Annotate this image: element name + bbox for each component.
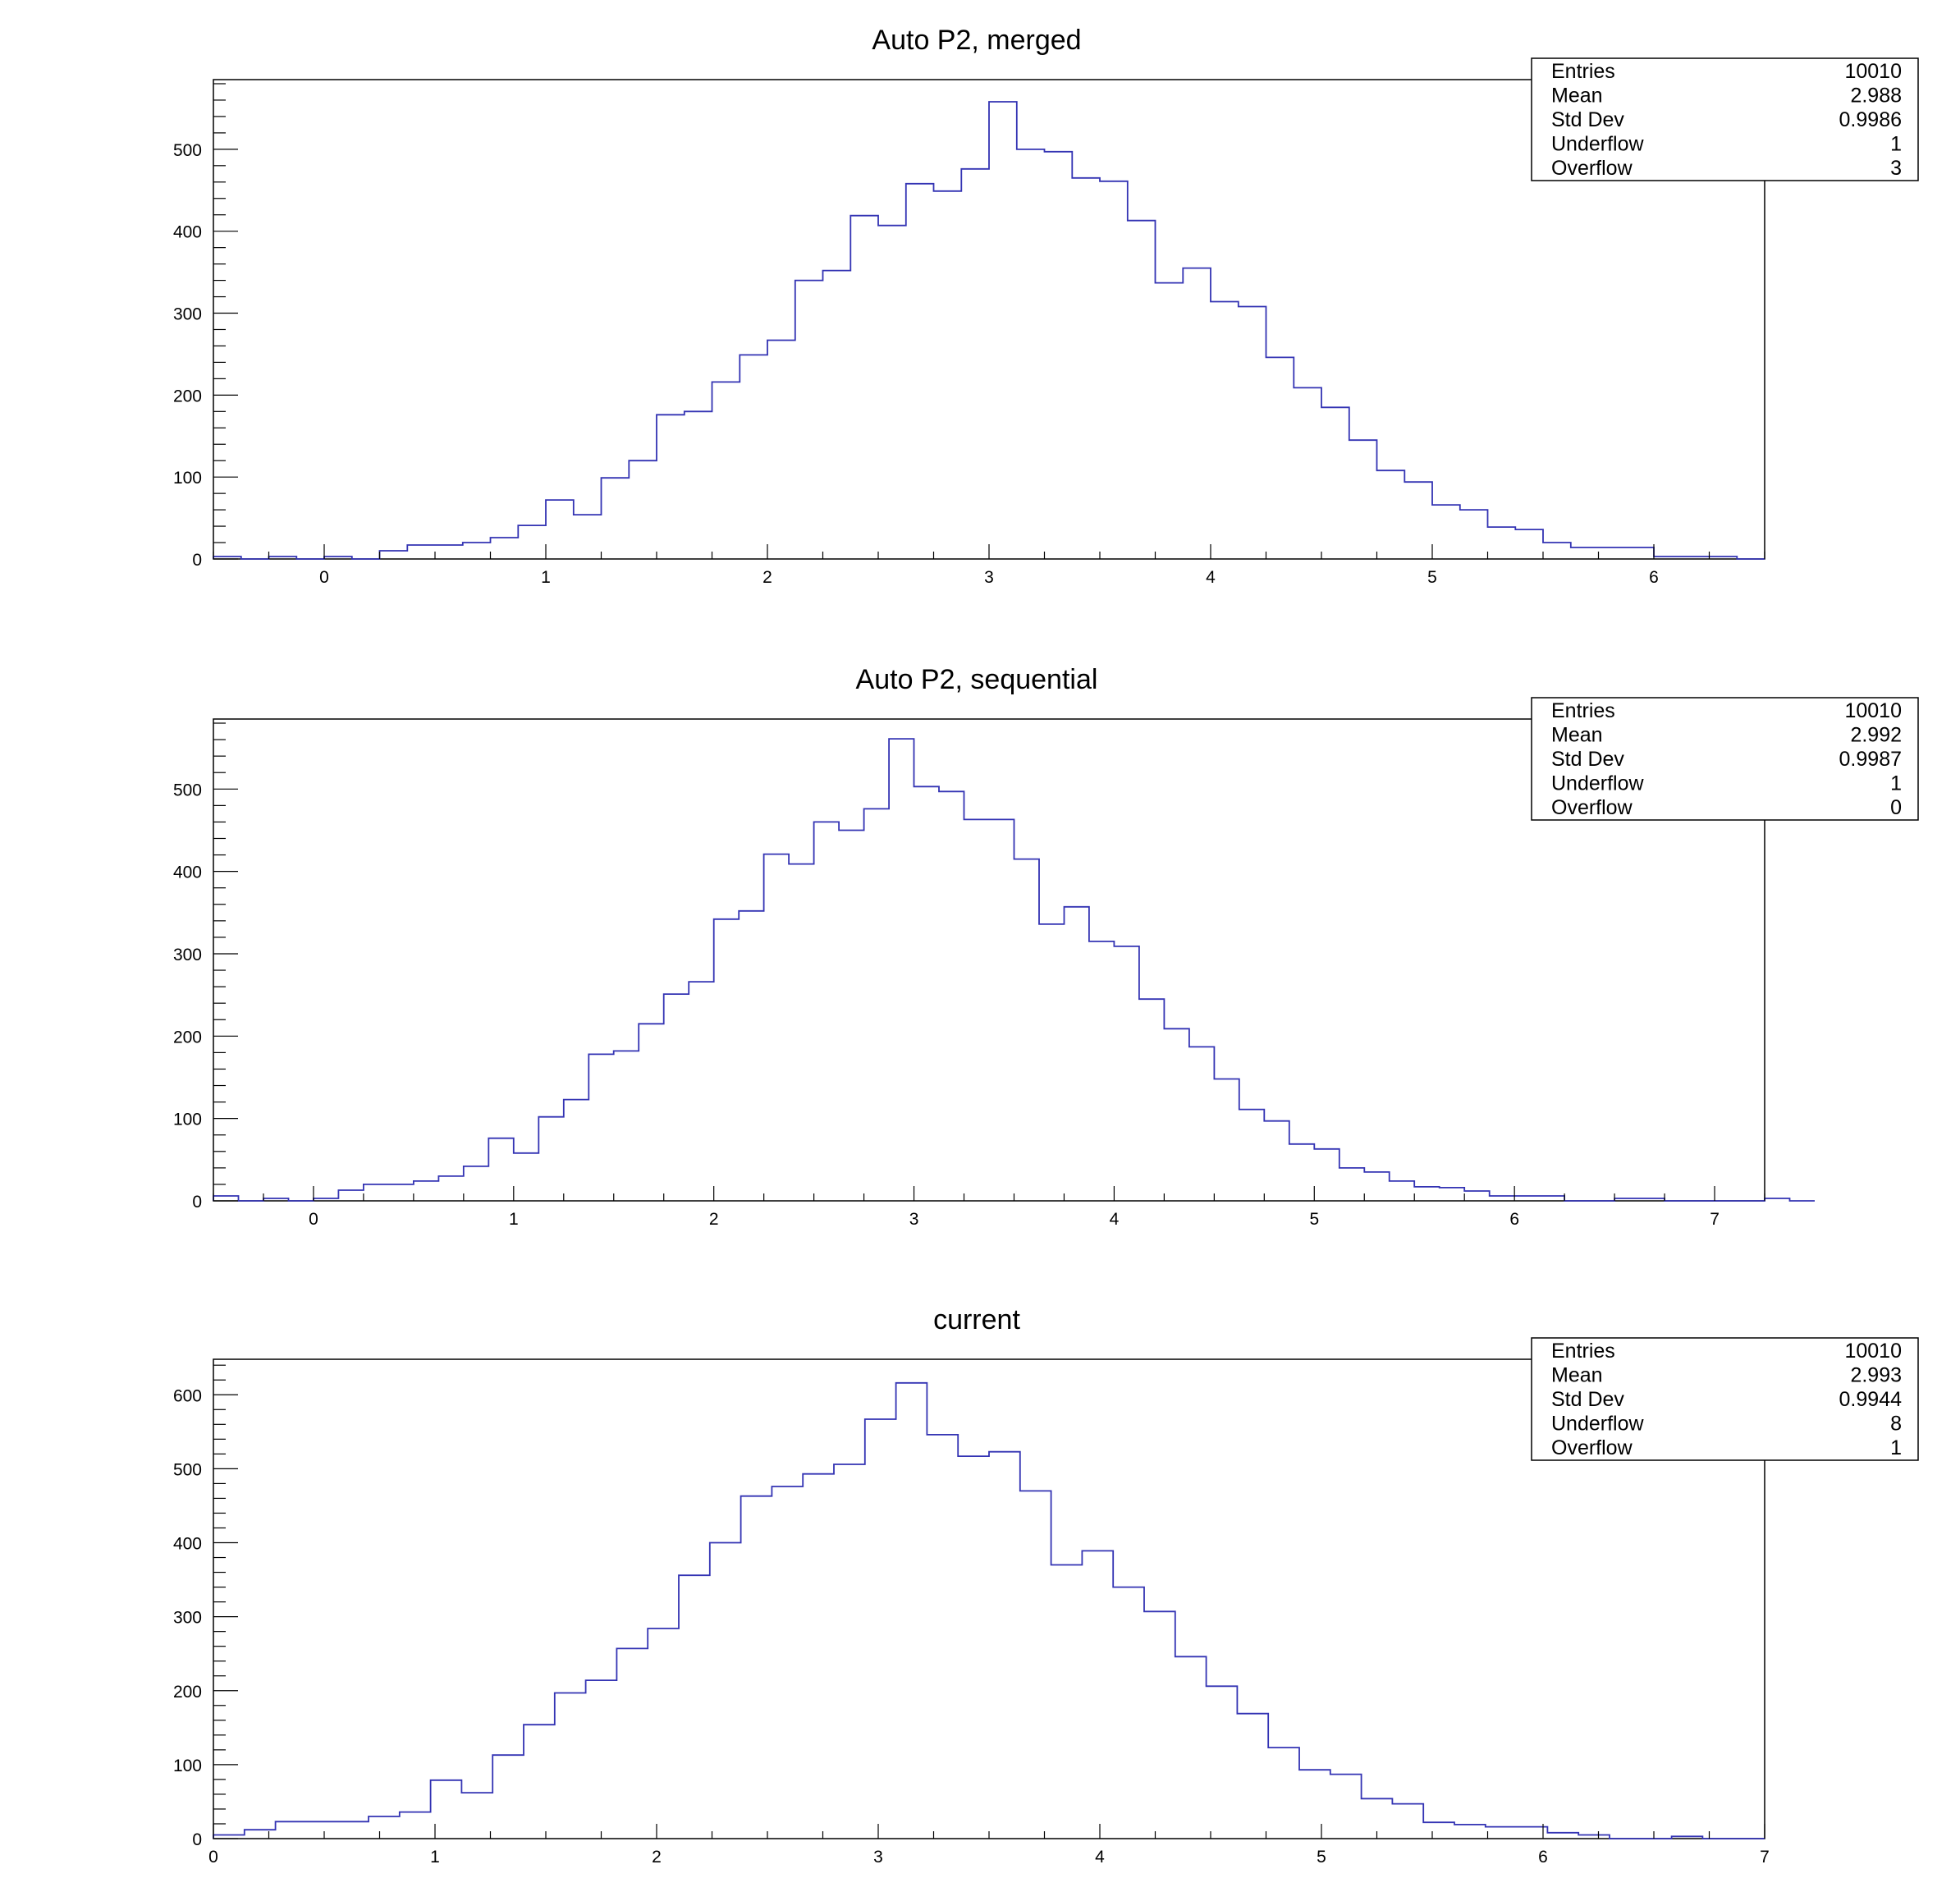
stats-value: 10010 bbox=[1844, 699, 1902, 722]
stats-label: Overflow bbox=[1551, 1436, 1633, 1459]
y-tick-label: 100 bbox=[173, 1111, 202, 1129]
stats-box: Entries 10010 Mean 2.992 Std Dev 0.9987 Underf… bbox=[1531, 697, 1919, 821]
stats-value: 8 bbox=[1890, 1413, 1902, 1436]
x-tick-label: 1 bbox=[430, 1848, 440, 1867]
chart-title: Auto P2, sequential bbox=[856, 664, 1098, 695]
y-tick-label: 0 bbox=[192, 1193, 202, 1212]
stats-value: 2.988 bbox=[1850, 85, 1902, 108]
y-tick-label: 300 bbox=[173, 946, 202, 964]
x-tick-label: 6 bbox=[1509, 1210, 1519, 1229]
y-tick-label: 0 bbox=[192, 1830, 202, 1849]
histogram-series bbox=[213, 738, 1815, 1202]
y-tick-label: 500 bbox=[173, 141, 202, 160]
stats-value: 1 bbox=[1890, 133, 1902, 156]
y-tick-label: 200 bbox=[173, 387, 202, 405]
stats-value: 1 bbox=[1890, 772, 1902, 795]
stats-label: Underflow bbox=[1551, 772, 1644, 795]
x-tick-label: 5 bbox=[1317, 1848, 1326, 1867]
stats-value: 10010 bbox=[1844, 1340, 1902, 1363]
x-tick-label: 3 bbox=[873, 1848, 883, 1867]
x-tick-label: 3 bbox=[984, 568, 994, 587]
stats-value: 0.9944 bbox=[1839, 1388, 1903, 1411]
stats-value: 10010 bbox=[1844, 60, 1902, 83]
y-tick-label: 200 bbox=[173, 1028, 202, 1047]
y-tick-label: 300 bbox=[173, 1609, 202, 1628]
x-tick-label: 4 bbox=[1110, 1210, 1120, 1229]
stats-box: Entries 10010 Mean 2.988 Std Dev 0.9986 Underf… bbox=[1531, 57, 1919, 181]
x-tick-label: 0 bbox=[208, 1848, 218, 1867]
stats-value: 0.9986 bbox=[1839, 108, 1902, 131]
x-tick-label: 0 bbox=[319, 568, 329, 587]
stats-label: Overflow bbox=[1551, 157, 1633, 180]
x-tick-label: 7 bbox=[1710, 1210, 1720, 1229]
stats-label: Mean bbox=[1551, 1364, 1603, 1387]
x-tick-label: 5 bbox=[1309, 1210, 1319, 1229]
stats-box: Entries 10010 Mean 2.993 Std Dev 0.9944 Underf… bbox=[1531, 1337, 1919, 1461]
stats-label: Mean bbox=[1551, 85, 1603, 108]
x-tick-label: 4 bbox=[1095, 1848, 1105, 1867]
stats-value: 3 bbox=[1890, 157, 1902, 180]
x-tick-label: 5 bbox=[1427, 568, 1437, 587]
x-tick-label: 2 bbox=[762, 568, 772, 587]
x-tick-label: 3 bbox=[909, 1210, 919, 1229]
y-tick-label: 100 bbox=[173, 469, 202, 488]
histogram-panel-3: current 0 1 2 3 4 5 6 7 0 100 200 300 400 500 600 Entrie… bbox=[173, 1304, 1919, 1867]
stats-value: 0 bbox=[1890, 796, 1902, 819]
histogram-series bbox=[213, 101, 1765, 560]
y-tick-label: 400 bbox=[173, 1535, 202, 1554]
plot-frame bbox=[213, 718, 1765, 1202]
x-tick-label: 1 bbox=[509, 1210, 519, 1229]
y-tick-label: 200 bbox=[173, 1683, 202, 1702]
stats-label: Underflow bbox=[1551, 133, 1644, 156]
stats-label: Entries bbox=[1551, 699, 1615, 722]
stats-label: Entries bbox=[1551, 1340, 1615, 1363]
stats-value: 2.993 bbox=[1850, 1364, 1902, 1387]
stats-label: Overflow bbox=[1551, 796, 1633, 819]
stats-value: 2.992 bbox=[1850, 724, 1902, 747]
stats-label: Mean bbox=[1551, 724, 1603, 747]
stats-label: Std Dev bbox=[1551, 1388, 1624, 1411]
y-tick-label: 0 bbox=[192, 551, 202, 570]
y-tick-label: 600 bbox=[173, 1386, 202, 1405]
x-tick-label: 6 bbox=[1538, 1848, 1548, 1867]
stats-label: Entries bbox=[1551, 60, 1615, 83]
histogram-series bbox=[213, 1381, 1765, 1839]
x-tick-label: 6 bbox=[1649, 568, 1659, 587]
stats-label: Std Dev bbox=[1551, 108, 1624, 131]
y-tick-label: 400 bbox=[173, 863, 202, 882]
stats-label: Underflow bbox=[1551, 1413, 1644, 1436]
chart-title: current bbox=[933, 1304, 1020, 1335]
y-tick-label: 400 bbox=[173, 223, 202, 242]
histogram-panel-1: Auto P2, merged 0 1 2 3 4 5 6 0 100 200 300 400 500 En… bbox=[173, 25, 1919, 587]
stats-box-frame bbox=[1531, 697, 1919, 821]
y-tick-label: 300 bbox=[173, 305, 202, 324]
stats-box-frame bbox=[1531, 57, 1919, 181]
stats-box-frame bbox=[1531, 1337, 1919, 1461]
x-tick-label: 2 bbox=[652, 1848, 662, 1867]
stats-value: 1 bbox=[1890, 1436, 1902, 1459]
x-tick-label: 4 bbox=[1206, 568, 1216, 587]
stats-label: Std Dev bbox=[1551, 748, 1624, 771]
y-tick-label: 500 bbox=[173, 781, 202, 799]
y-tick-label: 500 bbox=[173, 1460, 202, 1479]
x-tick-label: 7 bbox=[1760, 1848, 1770, 1867]
stats-value: 0.9987 bbox=[1839, 748, 1902, 771]
chart-title: Auto P2, merged bbox=[872, 25, 1081, 56]
y-tick-label: 100 bbox=[173, 1757, 202, 1775]
x-tick-label: 1 bbox=[541, 568, 551, 587]
x-tick-label: 2 bbox=[709, 1210, 719, 1229]
x-tick-label: 0 bbox=[309, 1210, 318, 1229]
